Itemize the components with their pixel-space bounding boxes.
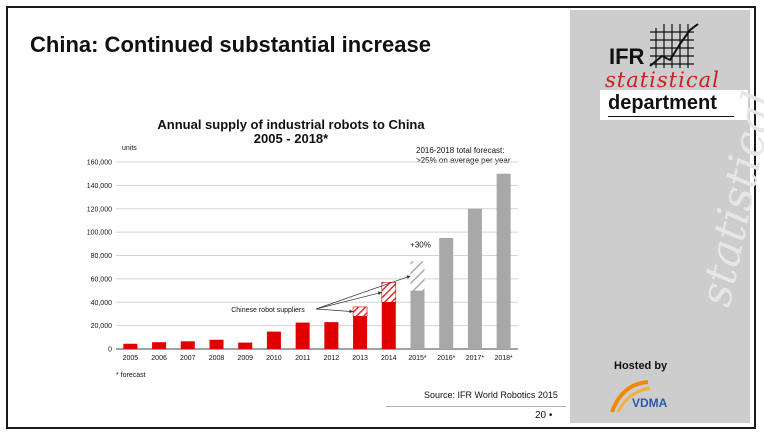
forecast-footnote: * forecast bbox=[116, 372, 146, 379]
x-tick-label: 2012 bbox=[324, 355, 340, 362]
chart-title-line2: 2005 - 2018* bbox=[253, 131, 329, 146]
y-tick-label: 120,000 bbox=[87, 206, 112, 213]
source-label: Source: IFR World Robotics 2015 bbox=[424, 390, 558, 400]
y-tick-label: 20,000 bbox=[91, 323, 113, 330]
annotation-arrowhead bbox=[349, 309, 354, 314]
bar-installations bbox=[295, 322, 310, 349]
annotation-arrow bbox=[315, 308, 354, 312]
chart-title-line1: Annual supply of industrial robots to Ch… bbox=[157, 117, 425, 132]
y-tick-label: 0 bbox=[108, 347, 112, 354]
bar-installations bbox=[353, 316, 368, 349]
x-tick-label: 2009 bbox=[237, 355, 253, 362]
slide-title: China: Continued substantial increase bbox=[30, 32, 431, 57]
forecast-note-line2: >25% on average per year bbox=[416, 156, 511, 165]
x-tick-label: 2010 bbox=[266, 355, 282, 362]
x-tick-label: 2006 bbox=[151, 355, 167, 362]
y-axis-units: units bbox=[122, 145, 137, 152]
bar-chinese-suppliers bbox=[352, 306, 368, 317]
x-tick-label: 2011 bbox=[295, 355, 310, 362]
x-tick-label: 2005 bbox=[123, 355, 139, 362]
growth-annotation: +30% bbox=[410, 240, 431, 249]
annotation-arrow bbox=[315, 275, 411, 310]
x-tick-label: 2014 bbox=[381, 355, 397, 362]
page-number: 20 • bbox=[535, 410, 553, 421]
bar-installations bbox=[180, 341, 195, 349]
x-tick-label: 2018* bbox=[494, 355, 513, 362]
y-tick-label: 80,000 bbox=[91, 253, 113, 260]
bar-installations bbox=[152, 342, 167, 349]
bar-forecast bbox=[410, 290, 425, 349]
annotation-arrow bbox=[315, 291, 382, 310]
logo-white-band bbox=[600, 90, 748, 120]
x-tick-label: 2016* bbox=[437, 355, 456, 362]
annotation-arrowhead bbox=[406, 275, 411, 279]
y-tick-label: 160,000 bbox=[87, 160, 112, 167]
y-tick-label: 100,000 bbox=[87, 230, 112, 237]
bar-installations bbox=[324, 322, 339, 349]
logo-ifr: IFR bbox=[609, 44, 645, 69]
bar-installations bbox=[381, 302, 396, 349]
bar-installations bbox=[266, 331, 281, 349]
bar-installations bbox=[238, 342, 253, 349]
y-tick-label: 40,000 bbox=[91, 300, 113, 307]
bar-installations bbox=[123, 343, 138, 349]
bar-forecast bbox=[467, 208, 482, 349]
bar-forecast bbox=[496, 173, 511, 349]
vdma-label: VDMA bbox=[632, 396, 668, 410]
forecast-note: 2016-2018 total forecast: >25% on averag… bbox=[416, 146, 511, 166]
logo-department: department bbox=[608, 92, 717, 114]
page-rule bbox=[386, 406, 566, 407]
y-tick-label: 60,000 bbox=[91, 276, 113, 283]
x-tick-label: 2017* bbox=[466, 355, 485, 362]
logo-statistical: statistical bbox=[605, 68, 720, 92]
bar-forecast bbox=[439, 237, 454, 349]
logo-rule bbox=[608, 116, 734, 117]
y-tick-label: 140,000 bbox=[87, 183, 112, 190]
chart-title: Annual supply of industrial robots to Ch… bbox=[156, 118, 426, 146]
bar-forecast-increase bbox=[410, 261, 425, 291]
x-tick-label: 2007 bbox=[180, 355, 196, 362]
hosted-by-label: Hosted by bbox=[614, 360, 668, 372]
x-tick-label: 2015* bbox=[408, 355, 427, 362]
bar-installations bbox=[209, 339, 224, 349]
x-tick-label: 2008 bbox=[209, 355, 225, 362]
logo-box bbox=[572, 12, 748, 96]
annotation-arrowhead bbox=[377, 291, 382, 295]
forecast-note-line1: 2016-2018 total forecast: bbox=[416, 146, 505, 155]
vdma-logo-icon bbox=[610, 380, 651, 413]
x-tick-label: 2013 bbox=[352, 355, 368, 362]
suppliers-annotation: Chinese robot suppliers bbox=[231, 307, 305, 314]
